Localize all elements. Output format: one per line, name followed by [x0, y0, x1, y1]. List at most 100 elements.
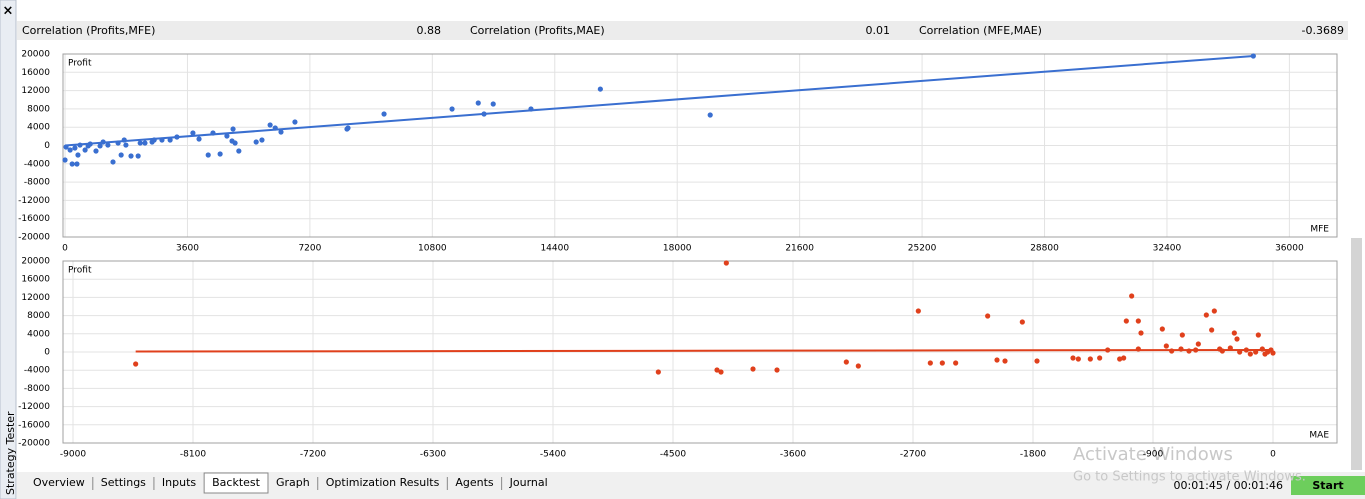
point: [475, 100, 481, 106]
point: [1193, 347, 1199, 353]
point: [110, 159, 116, 165]
point: [217, 151, 223, 157]
point: [1243, 347, 1249, 353]
point: [1234, 336, 1240, 342]
point: [953, 360, 959, 366]
point: [1247, 351, 1253, 357]
header-label: Correlation (MFE,MAE): [919, 24, 1042, 37]
y-tick-label: -16000: [18, 420, 50, 430]
point: [69, 161, 75, 167]
y-tick-label: 20000: [21, 50, 50, 60]
x-tick-label: 32400: [1153, 244, 1182, 254]
point: [1195, 341, 1201, 347]
y-tick-label: 12000: [21, 293, 50, 303]
point: [267, 122, 273, 128]
status-time: 00:01:45 / 00:01:46: [1173, 479, 1283, 492]
point: [135, 153, 141, 159]
start-label[interactable]: Start: [1312, 479, 1343, 492]
point: [927, 360, 933, 366]
point: [205, 152, 211, 158]
point: [1019, 319, 1025, 325]
point: [1211, 308, 1217, 314]
tab[interactable]: Backtest: [212, 476, 261, 489]
point: [655, 369, 661, 375]
point: [750, 366, 756, 372]
point: [123, 142, 129, 148]
x-tick-label: 25200: [908, 244, 937, 254]
point: [142, 140, 148, 146]
tab[interactable]: Optimization Results: [326, 476, 440, 489]
point: [843, 359, 849, 365]
point: [1105, 347, 1111, 353]
tab[interactable]: Journal: [509, 476, 548, 489]
point: [1250, 53, 1256, 59]
tab[interactable]: Agents: [455, 476, 494, 489]
x-tick-label: 21600: [785, 244, 814, 254]
point: [1159, 326, 1165, 332]
point: [292, 119, 298, 125]
point: [939, 360, 945, 366]
point: [855, 363, 861, 369]
y-tick-label: 8000: [27, 104, 50, 114]
scrollbar[interactable]: [1351, 238, 1362, 470]
y-tick-label: -8000: [24, 178, 50, 188]
x-tick-label: -900: [1143, 450, 1164, 460]
point: [1123, 318, 1129, 324]
point: [149, 139, 155, 145]
point: [74, 161, 80, 167]
point: [1034, 358, 1040, 364]
point: [1219, 348, 1225, 354]
point: [707, 112, 713, 118]
point: [121, 137, 127, 143]
point: [381, 111, 387, 117]
point: [97, 143, 103, 149]
plot-frame: [62, 260, 1338, 444]
y-tick-label: 20000: [21, 257, 50, 267]
x-tick-label: -9000: [60, 450, 86, 460]
point: [210, 130, 216, 136]
y-tick-label: 0: [44, 141, 50, 151]
y-tick-label: -12000: [18, 196, 50, 206]
tab[interactable]: Settings: [101, 476, 146, 489]
point: [278, 129, 284, 135]
y-tick-label: 4000: [27, 123, 50, 133]
point: [1121, 355, 1127, 361]
point: [1002, 358, 1008, 364]
point: [236, 148, 242, 154]
active-tab[interactable]: [203, 472, 269, 494]
x-tick-label: -6300: [420, 450, 446, 460]
point: [75, 152, 81, 158]
y-tick-label: 16000: [21, 275, 50, 285]
y-tick-label: -4000: [24, 366, 50, 376]
x-tick-label: 10800: [418, 244, 447, 254]
point: [714, 367, 720, 373]
x-tick-label: 3600: [176, 244, 199, 254]
y-tick-label: 4000: [27, 329, 50, 339]
point: [1178, 346, 1184, 352]
x-tick-label: -3600: [780, 450, 806, 460]
tab[interactable]: Inputs: [162, 476, 196, 489]
point: [1087, 356, 1093, 362]
close-button[interactable]: ×: [3, 4, 14, 19]
point: [1075, 356, 1081, 362]
point: [449, 106, 455, 112]
header-value: 0.88: [417, 24, 442, 37]
point: [105, 142, 111, 148]
y-tick-label: -8000: [24, 384, 50, 394]
point: [528, 106, 534, 112]
point: [118, 152, 124, 158]
point: [115, 140, 121, 146]
point: [994, 357, 1000, 363]
plot-frame: [62, 53, 1338, 238]
start-button[interactable]: [1291, 476, 1365, 495]
point: [1097, 355, 1103, 361]
y-tick-label: -4000: [24, 159, 50, 169]
tab[interactable]: Overview: [33, 476, 85, 489]
y-tick-label: 16000: [21, 68, 50, 78]
point: [100, 139, 106, 145]
tab[interactable]: Graph: [276, 476, 310, 489]
x-axis-label: MAE: [1309, 431, 1329, 441]
point: [128, 153, 134, 159]
point: [1117, 356, 1123, 362]
